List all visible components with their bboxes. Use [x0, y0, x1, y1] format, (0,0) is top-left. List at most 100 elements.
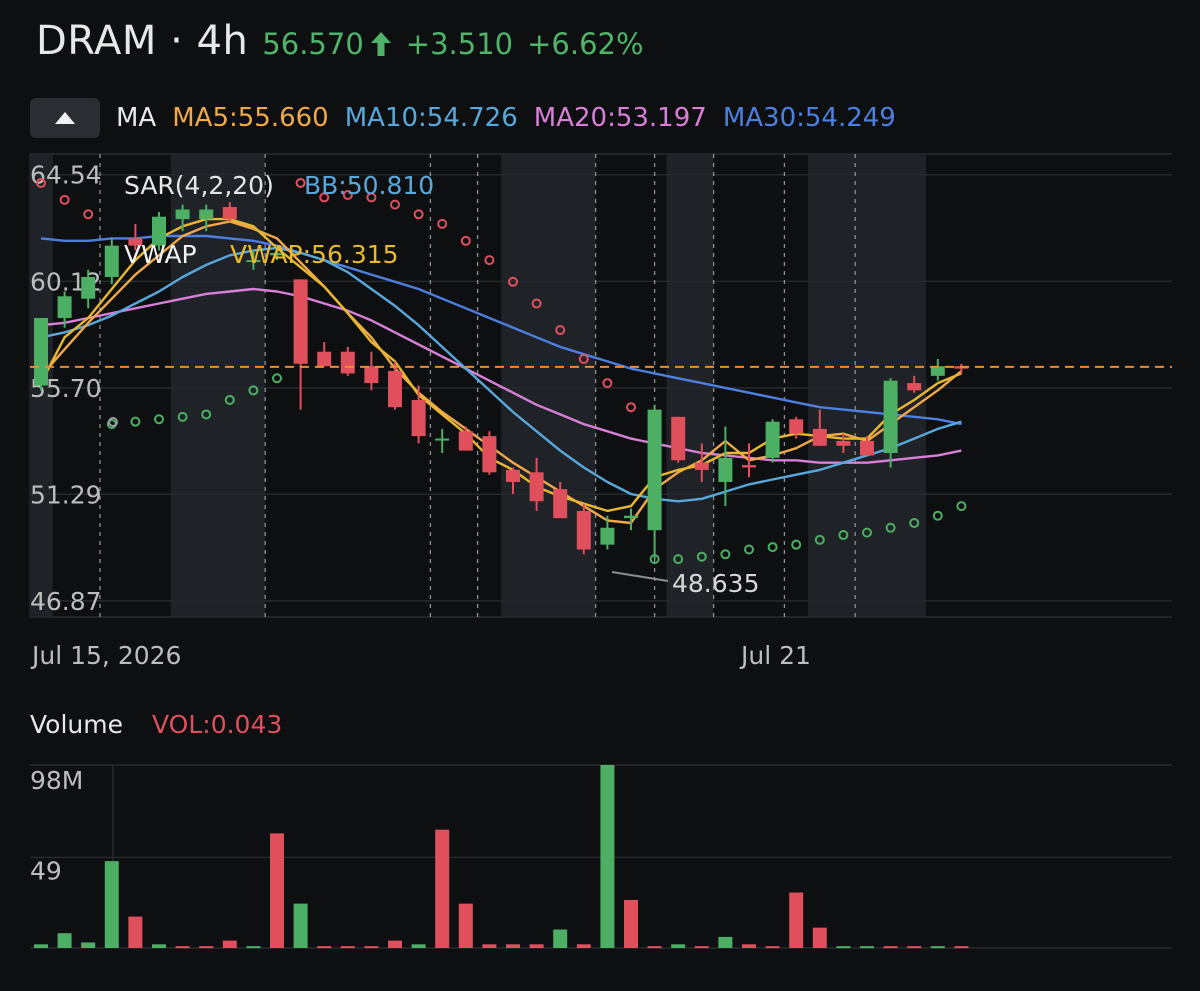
collapse-indicators-button[interactable] — [30, 98, 100, 138]
volume-bar — [647, 946, 662, 949]
bb-label: BB:50.810 — [304, 171, 434, 200]
volume-value: VOL:0.043 — [152, 710, 282, 739]
candle — [364, 351, 379, 391]
candle — [246, 250, 261, 270]
candle — [742, 443, 756, 478]
candle-body — [907, 383, 922, 391]
volume-bar — [553, 929, 568, 948]
ma-label: MA — [116, 103, 157, 133]
volume-bar — [246, 946, 261, 949]
volume-bar — [340, 946, 355, 949]
sar-dot — [248, 385, 259, 396]
volume-bar — [482, 944, 497, 948]
candle — [199, 204, 214, 232]
volume-bar — [671, 944, 686, 948]
sar-dot — [838, 530, 849, 541]
candle-body — [57, 296, 72, 318]
last-price: 56.570 — [262, 27, 391, 61]
sar-dot — [319, 192, 330, 203]
sar-dot — [59, 194, 70, 205]
volume-bar — [765, 946, 780, 949]
sar-dot — [154, 414, 164, 425]
candle-body — [270, 252, 284, 256]
candle — [128, 223, 143, 251]
volume-bar — [576, 944, 591, 948]
candle-body — [458, 431, 473, 451]
candle — [104, 238, 119, 285]
candle — [293, 279, 308, 410]
sar-dot — [602, 378, 613, 389]
sar-dot — [108, 417, 118, 427]
volume-bar — [175, 946, 190, 949]
y-tick-label: 64.54 — [30, 161, 102, 190]
candle-body — [812, 428, 827, 446]
sar-dot — [437, 218, 448, 229]
ticker-title: DRAM · 4h — [36, 18, 249, 64]
volume-bar — [860, 946, 874, 949]
price-change-percent: +6.62% — [527, 27, 644, 61]
sar-dot — [130, 416, 141, 427]
candle — [600, 515, 615, 550]
sar-dot — [36, 177, 46, 188]
candle — [340, 346, 355, 376]
volume-bar — [883, 946, 898, 949]
volume-bar — [742, 944, 756, 948]
chart-grid — [30, 153, 1172, 618]
candle — [458, 426, 473, 451]
ma-indicator-bar: MA MA5:55.660 MA10:54.726 MA20:53.197 MA… — [30, 98, 896, 138]
candle-body — [789, 419, 804, 434]
sar-dot — [578, 353, 589, 364]
candle-body — [411, 399, 426, 437]
sar-dot — [673, 554, 684, 565]
sar-dot — [390, 199, 400, 210]
candle — [506, 467, 520, 495]
last-price-value: 56.570 — [262, 27, 364, 61]
y-tick-label: 51.29 — [30, 480, 102, 509]
volume-bar — [907, 946, 922, 949]
volume-bar — [836, 946, 851, 949]
volume-bar — [789, 892, 804, 948]
candle — [576, 503, 591, 555]
candle-body — [293, 279, 308, 364]
volume-label: Volume — [30, 710, 123, 739]
candle — [57, 291, 72, 328]
volume-bar — [411, 944, 426, 948]
sar-dot — [744, 544, 754, 555]
candle-body — [175, 209, 190, 220]
sar-dot — [696, 551, 707, 562]
candle-body — [553, 489, 568, 519]
sar-dot — [508, 276, 518, 287]
sar-dot — [932, 510, 943, 521]
volume-bar — [199, 946, 214, 949]
volume-bar — [57, 933, 72, 948]
sar-dot — [862, 527, 872, 538]
candle — [694, 443, 709, 482]
sar-dot — [272, 373, 282, 384]
candle — [553, 481, 568, 519]
volume-axis-labels: 98M 49 — [30, 766, 83, 886]
sar-dot — [177, 411, 188, 422]
candle-body — [104, 245, 119, 277]
volume-panel-header: Volume VOL:0.043 — [30, 710, 282, 739]
sar-dot — [885, 522, 896, 533]
sar-dot — [224, 394, 235, 405]
volume-bar — [81, 942, 96, 948]
candle — [647, 404, 662, 560]
candle — [222, 202, 237, 222]
sar-dot — [484, 255, 495, 266]
volume-bar — [128, 916, 143, 948]
sar-dots — [36, 177, 967, 565]
candle — [907, 375, 922, 393]
candles — [34, 202, 969, 560]
time-axis-labels: Jul 15, 2026 Jul 21 — [30, 641, 811, 670]
candle-body — [435, 438, 450, 441]
sar-dot — [342, 189, 353, 200]
candle-body — [930, 366, 945, 376]
candle-body — [364, 366, 379, 384]
sar-dot — [649, 554, 660, 565]
price-change: +3.510 — [405, 27, 514, 61]
volume-bar — [270, 833, 284, 948]
volume-bar — [600, 765, 615, 948]
sar-dot — [767, 542, 778, 553]
